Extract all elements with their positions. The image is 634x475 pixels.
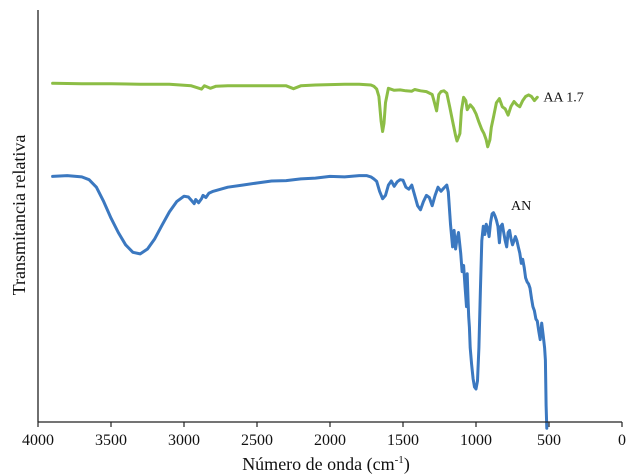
x-tick-label: 0	[618, 432, 626, 449]
x-tick-label: 3000	[168, 432, 200, 449]
x-axis-title: Número de onda (cm-1)	[242, 454, 410, 475]
x-tick-label: 2000	[314, 432, 346, 449]
x-tick-label: 1500	[387, 432, 419, 449]
y-axis-title: Transmitancia relativa	[9, 135, 29, 296]
x-axis-ticks: 4000 3500 3000 2500 2000 1500 1000 500 0	[22, 422, 626, 449]
x-axis-title-superscript: -1	[395, 454, 404, 466]
x-tick-label: 4000	[22, 432, 54, 449]
series-line-an	[51, 174, 549, 430]
plot-area	[51, 81, 549, 430]
series-line-aa17	[51, 81, 539, 149]
series-label-an: AN	[511, 199, 531, 214]
x-tick-label: 1000	[460, 432, 492, 449]
x-tick-label: 500	[537, 432, 561, 449]
x-tick-label: 2500	[241, 432, 273, 449]
x-tick-label: 3500	[95, 432, 127, 449]
x-axis-title-end: )	[404, 454, 410, 475]
series-label-aa17: AA 1.7	[543, 90, 583, 105]
x-axis-title-main: Número de onda (cm	[242, 454, 394, 475]
